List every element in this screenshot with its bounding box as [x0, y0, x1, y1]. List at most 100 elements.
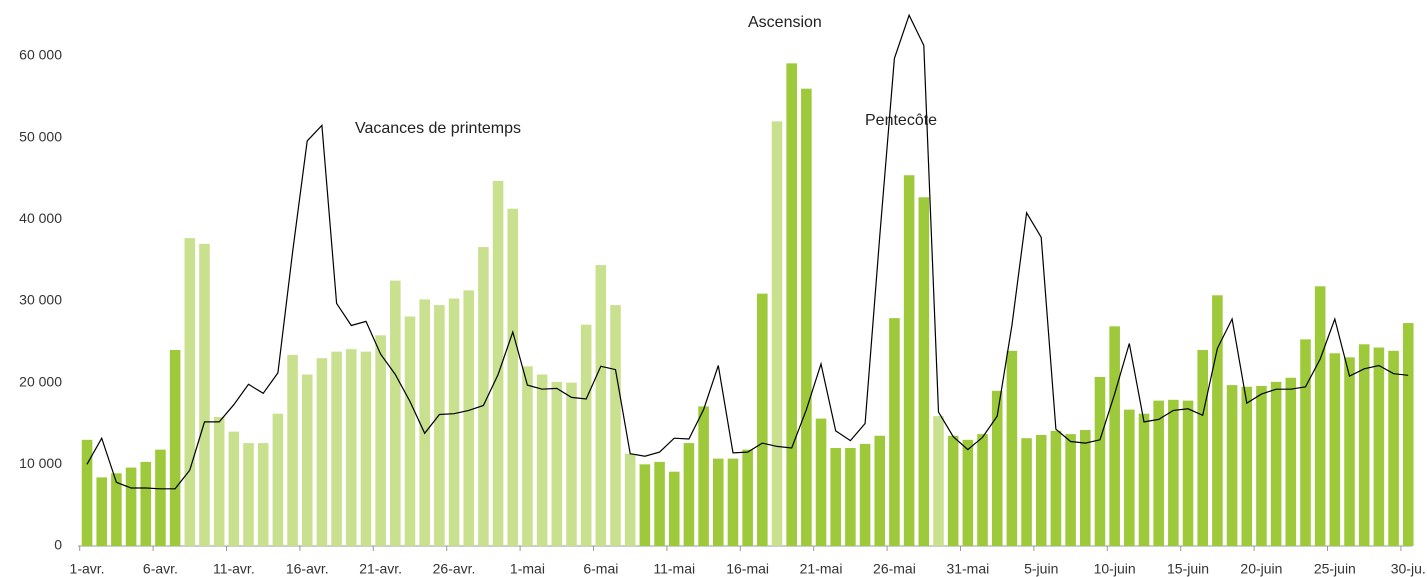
bar: [492, 180, 504, 546]
bar: [1182, 400, 1194, 546]
bar: [1329, 353, 1341, 546]
bar: [1256, 385, 1267, 546]
x-tick-label: 16-mai: [726, 561, 769, 577]
y-tick-label: 40 000: [19, 210, 62, 226]
y-tick-label: 0: [54, 537, 62, 553]
bar: [977, 434, 988, 546]
bar: [947, 435, 959, 546]
x-tick-label: 26-avr.: [433, 561, 476, 577]
bar: [184, 238, 196, 546]
bar: [845, 448, 856, 546]
bar: [243, 443, 254, 546]
bar: [199, 243, 210, 547]
bar: [1094, 376, 1106, 546]
bar: [1079, 430, 1091, 546]
x-tick-label: 21-avr.: [359, 561, 402, 577]
bar: [727, 458, 739, 546]
bar: [272, 413, 284, 546]
x-tick-label: 11-mai: [653, 561, 695, 577]
x-tick-label: 31-mai: [946, 561, 989, 577]
bar: [1021, 438, 1032, 546]
bar: [1153, 400, 1164, 546]
bar: [683, 443, 695, 546]
bar: [1226, 385, 1238, 546]
bar: [712, 458, 724, 546]
x-tick-label: 6-avr.: [143, 561, 178, 577]
bar: [918, 197, 930, 547]
bar: [1168, 399, 1179, 546]
bar: [434, 305, 445, 546]
x-tick-label: 1-mai: [510, 561, 545, 577]
bar: [595, 265, 607, 546]
x-tick-label: 1-avr.: [70, 561, 105, 577]
bar: [228, 431, 240, 546]
bar: [375, 335, 386, 546]
bar: [889, 318, 900, 546]
y-tick-label: 30 000: [19, 292, 62, 308]
bar: [786, 63, 797, 546]
bar: [507, 208, 519, 546]
bar: [125, 467, 137, 546]
bar: [551, 381, 563, 546]
bar: [1388, 350, 1399, 546]
bar: [96, 477, 108, 546]
bar: [1212, 295, 1223, 546]
bar: [830, 448, 842, 546]
bar: [1065, 434, 1076, 546]
bar: [419, 299, 430, 546]
x-tick-label: 5-juin: [1024, 561, 1058, 577]
bar: [155, 449, 166, 546]
bar: [1109, 326, 1120, 546]
bar: [522, 366, 533, 546]
bar: [1006, 350, 1018, 546]
bar: [448, 298, 460, 546]
bar: [478, 247, 489, 546]
x-tick-label: 15-juin: [1167, 561, 1209, 577]
bar: [257, 443, 269, 546]
bar: [654, 461, 665, 546]
bar: [111, 473, 122, 546]
bar: [742, 449, 753, 546]
bar: [962, 439, 974, 546]
x-tick-label: 30-ju.: [1391, 561, 1426, 577]
x-tick-label: 25-juin: [1314, 561, 1356, 577]
annotation: Vacances de printemps: [355, 120, 521, 137]
bar: [1124, 409, 1135, 546]
bar: [933, 416, 944, 546]
bar: [580, 324, 592, 546]
y-tick-label: 20 000: [19, 373, 62, 389]
bar: [1402, 323, 1414, 546]
bar: [316, 358, 328, 546]
x-tick-label: 10-juin: [1094, 561, 1136, 577]
bar: [1197, 350, 1209, 546]
y-tick-label: 50 000: [19, 128, 62, 144]
bar: [1138, 413, 1150, 546]
bar: [1358, 344, 1370, 546]
bar: [624, 453, 636, 546]
bar: [1300, 339, 1311, 546]
x-tick-label: 16-avr.: [286, 561, 329, 577]
bar: [345, 349, 357, 546]
y-tick-label: 10 000: [19, 455, 62, 471]
bar: [331, 351, 342, 546]
bar: [991, 390, 1003, 546]
x-tick-label: 21-mai: [800, 561, 843, 577]
bar: [874, 435, 886, 546]
annotation: Pentecôte: [865, 112, 937, 129]
bar: [801, 88, 812, 547]
bar: [360, 351, 372, 546]
bar: [757, 293, 768, 546]
bar: [390, 280, 401, 546]
bar: [771, 121, 783, 546]
bar: [287, 354, 298, 546]
bar: [81, 439, 93, 546]
x-tick-label: 6-mai: [583, 561, 618, 577]
bar: [1050, 430, 1062, 546]
bar: [903, 175, 915, 546]
bar: [1314, 286, 1326, 546]
bar: [301, 374, 313, 546]
bar: [536, 374, 548, 546]
x-tick-label: 26-mai: [873, 561, 916, 577]
bar: [1241, 386, 1253, 546]
